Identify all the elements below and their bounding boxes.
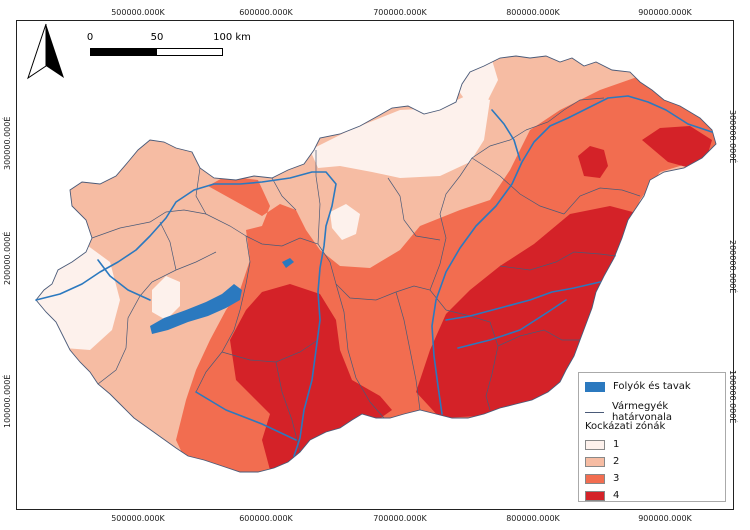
water-swatch [585, 381, 605, 392]
county-border-line [315, 150, 321, 245]
county-border-line [429, 129, 527, 291]
x-tick-top: 900000.000K [638, 8, 692, 17]
x-tick-bottom: 900000.000K [638, 514, 692, 523]
legend-label-zone-4: 4 [613, 490, 620, 501]
county-borders [91, 97, 641, 453]
tributary-river [195, 391, 297, 441]
zone-1-area [330, 204, 360, 240]
county-border-line [275, 361, 301, 453]
x-tick-top: 700000.000K [373, 8, 427, 17]
x-tick-bottom: 700000.000K [373, 514, 427, 523]
county-border-line [195, 167, 207, 215]
legend-item-zone-3: 3 [585, 473, 619, 484]
tisza-river [431, 95, 713, 415]
zone-4-area [642, 126, 712, 168]
legend-item-county: Vármegyék határvonala [585, 401, 725, 423]
legend-label-zone-2: 2 [613, 456, 620, 467]
county-border-line [387, 177, 441, 241]
scale-label-50: 50 [150, 32, 164, 43]
balaton-lake [150, 284, 242, 334]
county-border-line [499, 251, 617, 271]
legend-label-county: Vármegyék határvonala [611, 401, 672, 423]
county-border-line [471, 157, 565, 215]
scale-label-0: 0 [86, 32, 94, 43]
velence-lake [282, 258, 294, 268]
county-border-line [159, 221, 177, 271]
x-tick-bottom: 600000.000K [239, 514, 293, 523]
scale-label-100: 100 km [213, 32, 251, 43]
county-border-line [497, 329, 580, 347]
county-border-line [195, 235, 251, 393]
scale-bar [90, 48, 223, 56]
zone-4-area [578, 146, 608, 178]
x-tick-top: 800000.000K [506, 8, 560, 17]
county-line-swatch [585, 411, 604, 413]
legend-label-zone-1: 1 [613, 439, 620, 450]
county-border-line [395, 291, 421, 411]
zone-2-swatch [585, 456, 605, 467]
x-tick-bottom: 500000.000K [111, 514, 165, 523]
tributary-river [457, 299, 567, 349]
zone-1-area [310, 94, 490, 178]
tributary-river [97, 259, 151, 301]
north-arrow-icon [27, 23, 64, 80]
county-border-line [335, 283, 385, 419]
tributary-river [491, 109, 521, 161]
county-border-line [563, 187, 641, 215]
legend-label-water: Folyók és tavak [613, 381, 691, 392]
rivers [35, 95, 713, 457]
legend-item-water: Folyók és tavak [585, 381, 691, 392]
zone-1-swatch [585, 439, 605, 450]
county-border-line [271, 177, 297, 211]
map-legend: Folyók és tavak Vármegyék határvonala Ko… [578, 372, 726, 502]
legend-zones-title-row: Kockázati zónák [585, 421, 665, 432]
legend-item-zone-4: 4 [585, 490, 619, 501]
county-border-line [91, 209, 247, 239]
x-tick-bottom: 800000.000K [506, 514, 560, 523]
zone-4-area [416, 206, 640, 418]
zone-3-swatch [585, 473, 605, 484]
x-tick-top: 600000.000K [239, 8, 293, 17]
legend-label-zone-3: 3 [613, 473, 620, 484]
danube-river [35, 171, 337, 457]
county-border-line [525, 97, 605, 131]
tributary-river [445, 281, 601, 321]
zone-4-swatch [585, 490, 605, 501]
legend-item-zone-1: 1 [585, 439, 619, 450]
legend-zones-title: Kockázati zónák [585, 421, 666, 432]
zone-1-area [152, 276, 180, 320]
x-tick-top: 500000.000K [111, 8, 165, 17]
legend-item-zone-2: 2 [585, 456, 619, 467]
